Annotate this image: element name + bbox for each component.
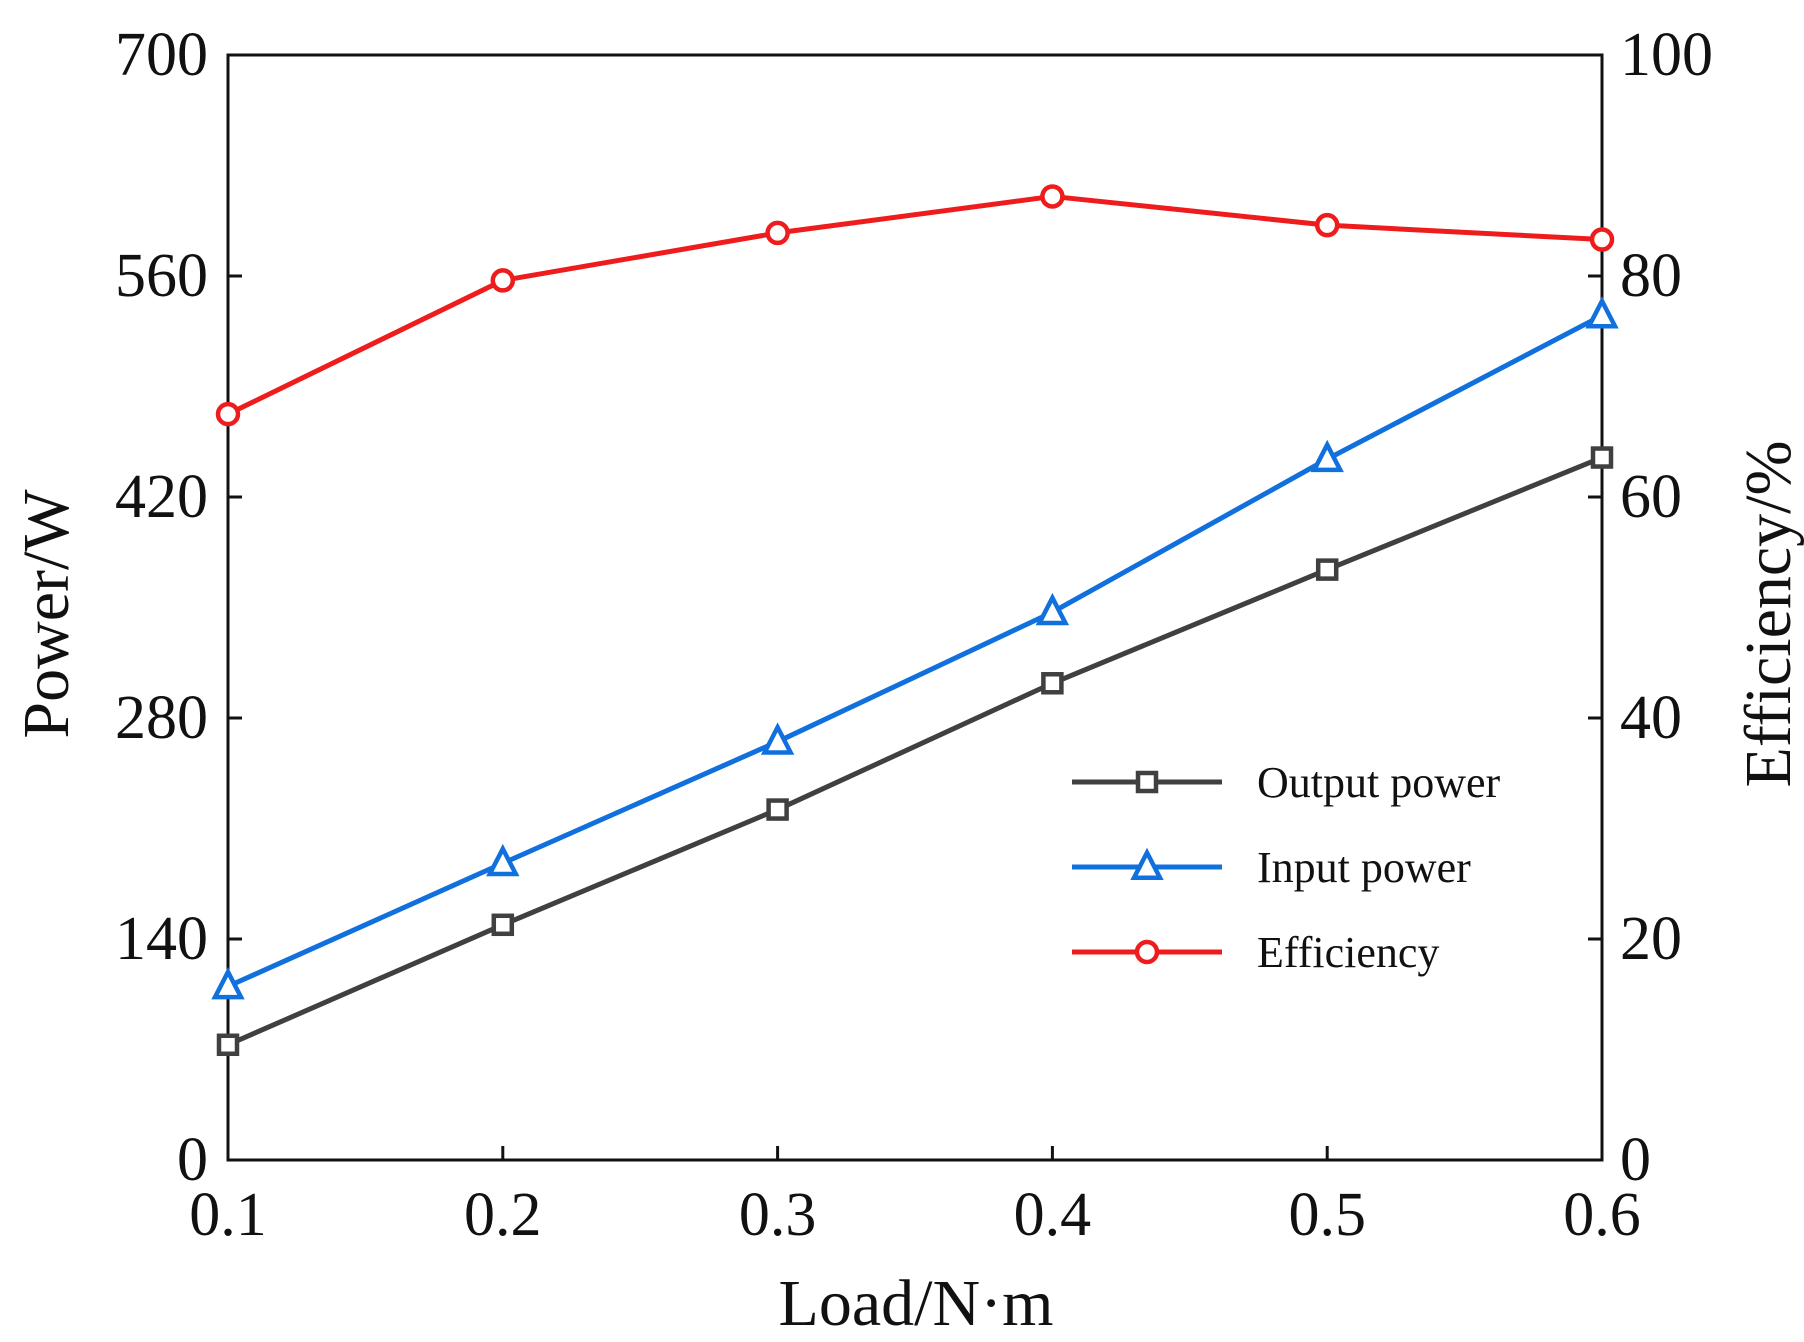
data-point	[1589, 227, 1615, 252]
x-tick-label: 0.1	[189, 1181, 267, 1249]
data-point	[1040, 184, 1065, 209]
data-point	[1315, 558, 1339, 581]
data-point	[491, 913, 515, 937]
y-tick-label: 560	[115, 242, 208, 310]
series-output-power	[216, 446, 1614, 1057]
data-point	[490, 268, 516, 293]
legend-label: Output power	[1257, 758, 1501, 807]
y2-axis-label: Efficiency/%	[1732, 441, 1804, 788]
data-point	[1585, 296, 1619, 329]
series-line	[226, 193, 1603, 417]
y2-tick-label: 20	[1620, 905, 1682, 973]
series-efficiency	[215, 184, 1615, 427]
x-tick-label: 0.5	[1288, 1181, 1366, 1249]
series-line	[226, 455, 1603, 1048]
y-axis-label: Power/W	[10, 489, 83, 739]
x-tick-label: 0.6	[1563, 1181, 1641, 1249]
y-tick-label: 0	[177, 1126, 208, 1194]
y-tick-label: 280	[115, 684, 208, 752]
x-tick-label: 0.4	[1014, 1181, 1092, 1249]
series-line	[226, 313, 1604, 989]
legend: Output power Input power Efficiency	[1072, 758, 1501, 977]
data-point	[211, 967, 245, 1000]
data-point	[486, 843, 520, 877]
data-point	[1590, 446, 1614, 469]
y-tick-label: 420	[115, 463, 208, 531]
legend-item: Output power	[1072, 758, 1501, 807]
y2-tick-label: 80	[1620, 242, 1682, 310]
data-point	[215, 401, 241, 427]
data-point	[1310, 439, 1344, 473]
data-point	[216, 1033, 240, 1057]
legend-item: Efficiency	[1072, 928, 1439, 977]
series-input-power	[211, 296, 1619, 1000]
data-point	[1041, 672, 1064, 695]
data-point	[766, 798, 789, 821]
legend-label: Input power	[1257, 843, 1471, 892]
legend-item: Input power	[1072, 843, 1471, 892]
x-tick-label: 0.2	[464, 1181, 542, 1249]
y2-tick-label: 100	[1620, 21, 1713, 89]
data-point	[1035, 592, 1070, 626]
legend-marker	[1134, 939, 1160, 965]
legend-marker	[1130, 847, 1164, 881]
data-point	[760, 722, 795, 755]
plot-border	[226, 53, 1604, 1162]
y2-tick-label: 40	[1620, 684, 1682, 752]
series-layer	[211, 184, 1619, 1057]
y-tick-label: 700	[115, 21, 208, 89]
plot-frame	[226, 53, 1604, 1162]
x-axis-label: Load/N·m	[779, 1267, 1054, 1340]
y-axis-left: 0 140 280 420 560 700	[115, 21, 242, 1194]
data-point	[1314, 212, 1340, 238]
y-tick-label: 140	[115, 905, 208, 973]
x-axis: 0.1 0.2 0.3 0.4 0.5 0.6	[189, 1146, 1641, 1249]
legend-marker	[1135, 770, 1159, 794]
y-axis-right: 0 20 40 60 80 100	[1588, 21, 1713, 1194]
y2-tick-label: 0	[1620, 1126, 1651, 1194]
data-point	[765, 220, 790, 246]
x-tick-label: 0.3	[739, 1181, 817, 1249]
y2-tick-label: 60	[1620, 463, 1682, 531]
legend-label: Efficiency	[1257, 928, 1439, 977]
